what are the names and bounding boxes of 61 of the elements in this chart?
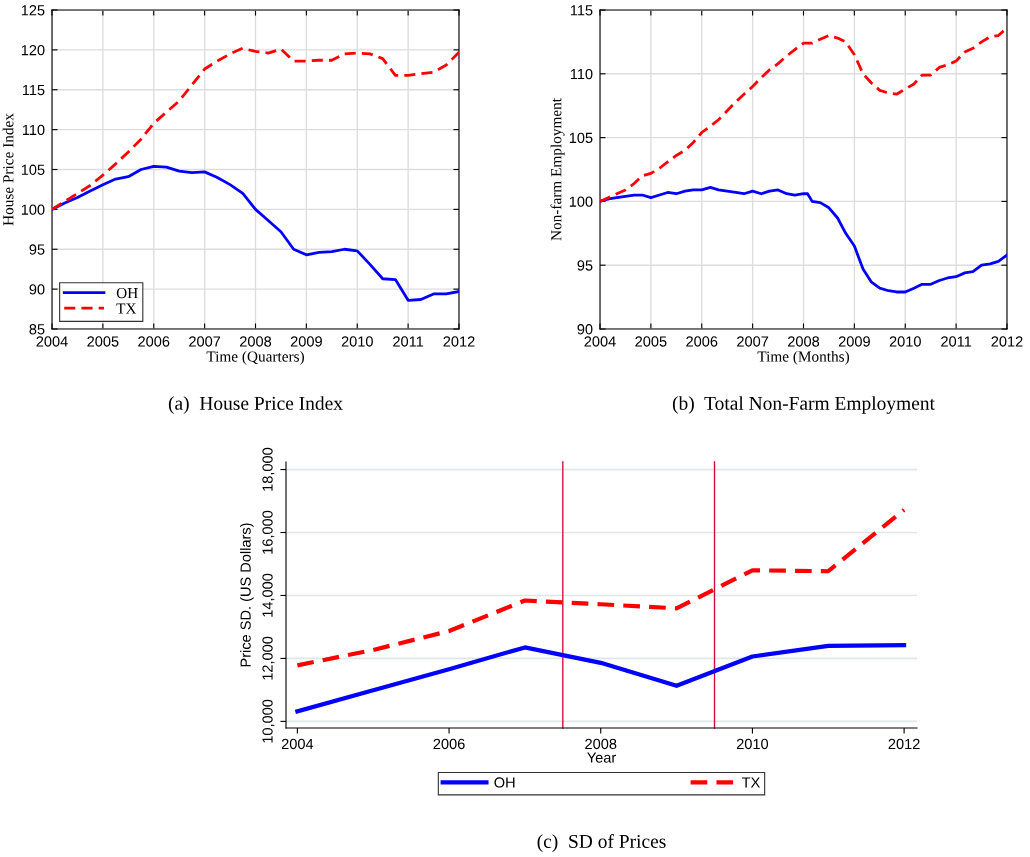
- x-tick-label: 2008: [585, 738, 617, 750]
- x-tick-label: 2004: [584, 336, 616, 347]
- y-tick-label: 95: [29, 244, 45, 255]
- x-tick-label: 2009: [838, 336, 870, 347]
- x-tick-label: 2005: [635, 336, 667, 347]
- x-tick-label: 2010: [736, 738, 769, 750]
- legend-label: TX: [116, 303, 137, 314]
- y-tick-label: 115: [570, 5, 593, 16]
- y-tick-label: 10,000: [262, 699, 275, 743]
- x-tick-label: 2008: [240, 336, 272, 347]
- y-tick-label: 16,000: [262, 510, 275, 554]
- x-tick-label: 2012: [888, 738, 920, 750]
- x-axis-title: Year: [587, 752, 616, 763]
- x-tick-label: 2006: [433, 738, 465, 750]
- y-axis-title: Non-farm Employment: [550, 98, 565, 241]
- x-axis-title: Time (Quarters): [206, 350, 304, 365]
- y-tick-label: 95: [577, 260, 593, 271]
- legend-label: OH: [116, 287, 138, 299]
- text: (c) SD of Prices: [537, 834, 666, 852]
- legend-label: TX: [741, 777, 760, 788]
- x-tick-label: 2009: [290, 336, 322, 347]
- y-tick-label: 110: [22, 124, 45, 136]
- y-tick-label: 90: [577, 324, 593, 335]
- y-tick-label: 120: [21, 44, 45, 56]
- y-tick-label: 14,000: [262, 573, 275, 617]
- x-tick-label: 2010: [889, 336, 921, 347]
- x-tick-label: 2004: [281, 738, 314, 750]
- x-tick-label: 2005: [87, 336, 119, 347]
- y-tick-label: 18,000: [262, 447, 275, 491]
- y-tick-label: 100: [21, 204, 45, 215]
- line-series: [600, 185, 1007, 294]
- y-tick-label: 85: [29, 324, 45, 335]
- line-series: [52, 164, 459, 302]
- x-tick-label: 2011: [941, 336, 972, 347]
- x-tick-label: 2004: [36, 336, 68, 347]
- line-series: [52, 46, 459, 211]
- y-axis-title: Price SD. (US Dollars): [240, 523, 254, 667]
- y-tick-label: 100: [569, 196, 593, 207]
- x-tick-label: 2008: [788, 336, 820, 347]
- text: (a) House Price Index: [168, 396, 343, 414]
- x-tick-label: 2010: [341, 336, 373, 347]
- y-tick-label: 110: [570, 68, 593, 80]
- x-tick-label: 2011: [393, 336, 424, 347]
- line-series: [295, 643, 907, 714]
- x-tick-label: 2012: [991, 336, 1023, 347]
- x-tick-label: 2012: [443, 336, 475, 347]
- y-tick-label: 125: [21, 5, 45, 16]
- y-axis-title: House Price Index: [2, 113, 14, 226]
- line-series: [295, 507, 907, 668]
- y-tick-label: 115: [22, 85, 45, 96]
- y-tick-label: 90: [29, 284, 45, 295]
- y-tick-label: 105: [21, 164, 45, 175]
- x-tick-label: 2007: [189, 336, 221, 347]
- y-tick-label: 105: [569, 132, 593, 144]
- x-tick-label: 2007: [737, 336, 769, 347]
- y-tick-label: 12,000: [262, 636, 275, 680]
- legend-label: OH: [494, 777, 515, 788]
- text: (b) Total Non-Farm Employment: [672, 396, 935, 414]
- x-axis-title: Time (Months): [757, 350, 850, 365]
- x-tick-label: 2006: [138, 336, 170, 347]
- x-tick-label: 2006: [686, 336, 718, 347]
